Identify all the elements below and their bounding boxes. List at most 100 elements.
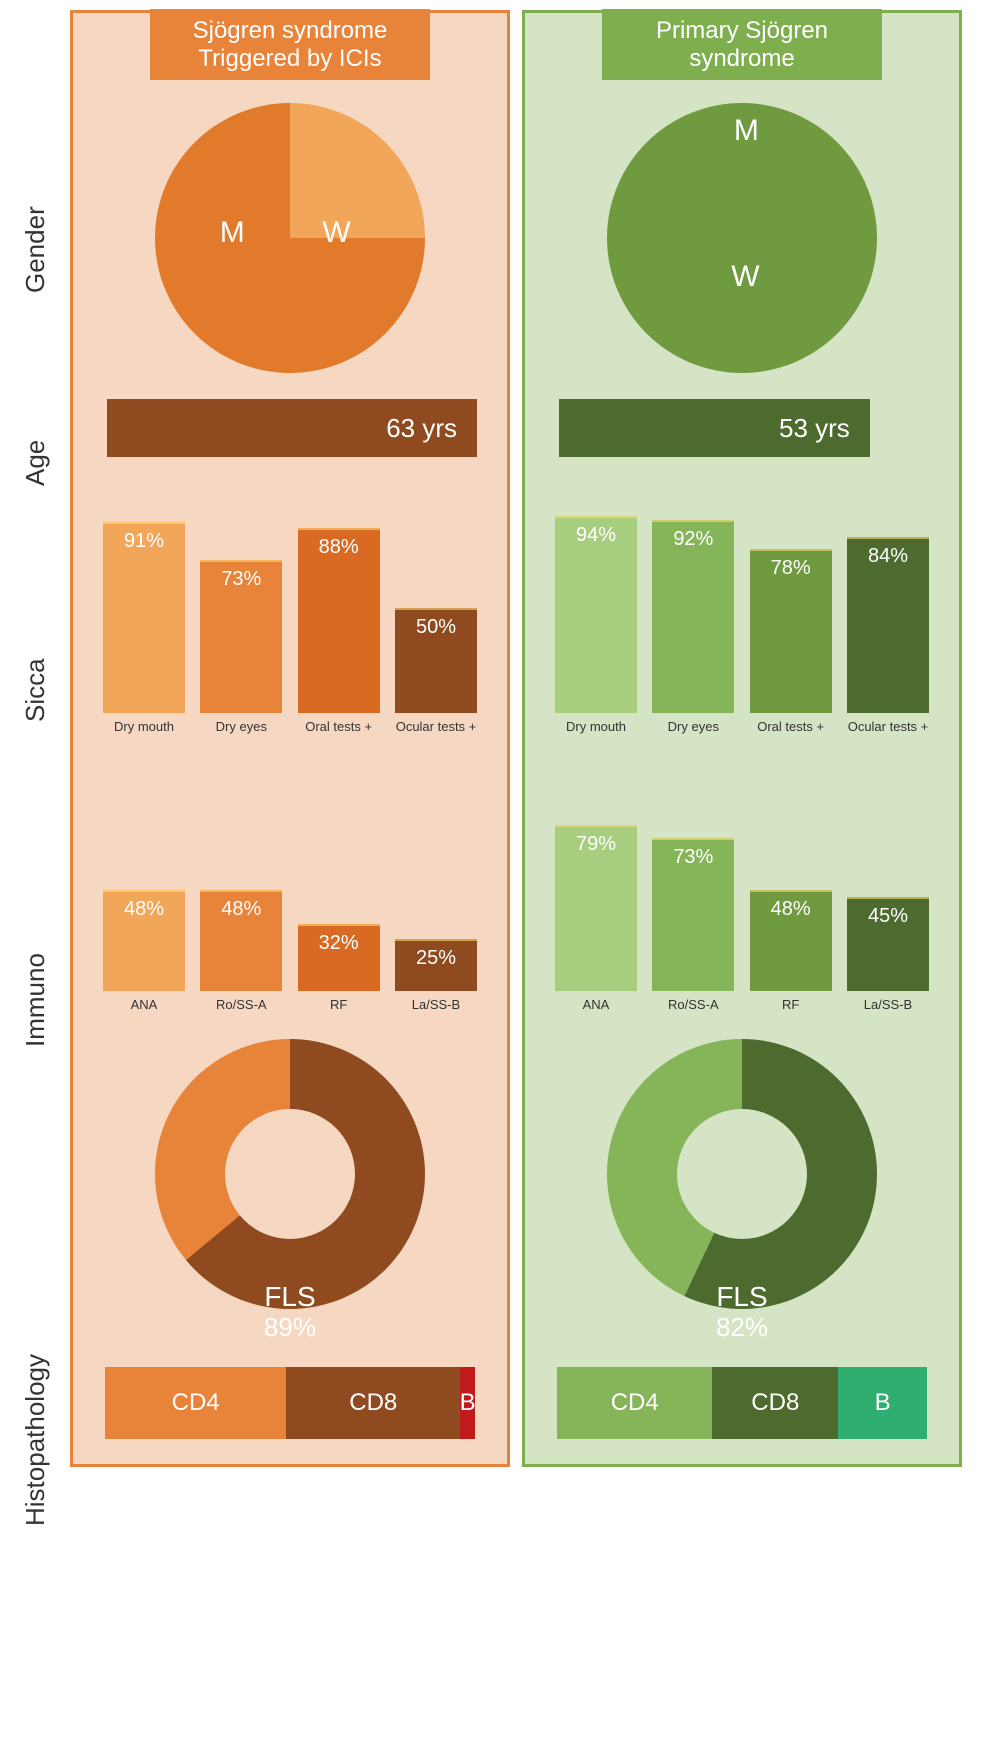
histo-stacked-bar-right: CD4CD8B [557,1367,927,1439]
donut-hole-left [225,1109,355,1239]
fls-donut-chart-right: FLS 82% [607,1039,877,1309]
immuno-bar-chart-right: 79%73%48%45% [547,761,937,991]
pie-slice-label: W [731,260,759,294]
bar-x-label: Ro/SS-A [650,997,736,1013]
bar: 48% [200,890,282,991]
bar: 45% [847,897,929,992]
bar-x-label: RF [296,997,382,1013]
bar: 48% [103,890,185,991]
immuno-xaxis-left: ANA Ro/SS-A RF La/SS-B [95,991,485,1013]
gender-pie-chart-right: MW [607,103,877,373]
bar-column: 92% [650,520,736,713]
bar-x-label: ANA [101,997,187,1013]
row-label-age: Age [20,428,51,498]
gender-pie-chart-left: MW [155,103,425,373]
bar: 78% [750,549,832,713]
bar-column: 48% [748,890,834,991]
age-section-left: 63 yrs [95,399,485,457]
gender-pie-left: MW [95,103,485,373]
fls-pct-right: 82% [607,1312,877,1343]
bar-column: 32% [296,924,382,991]
stack-segment: B [460,1367,475,1439]
bar-column: 73% [198,560,284,713]
fls-donut-chart-left: FLS 89% [155,1039,425,1309]
row-label-histopathology: Histopathology [20,1240,51,1640]
panel-title-left-line2: Triggered by ICIs [198,45,381,72]
bar-x-label: La/SS-B [393,997,479,1013]
bar-column: 48% [101,890,187,991]
bar-column: 25% [393,939,479,992]
row-label-sicca: Sicca [20,590,51,790]
bar-x-label: Ro/SS-A [198,997,284,1013]
panel-title-right-line1: Primary Sjögren [656,17,828,44]
age-value-left: 63 yrs [386,413,457,444]
bar-x-label: Dry eyes [198,719,284,735]
bar-x-label: Dry mouth [101,719,187,735]
bar: 79% [555,825,637,991]
bar: 84% [847,537,929,713]
bar: 94% [555,516,637,713]
stack-segment: CD8 [286,1367,460,1439]
fls-pct-left: 89% [155,1312,425,1343]
fls-donut-left: FLS 89% [95,1039,485,1309]
bar: 92% [652,520,734,713]
bar: 73% [200,560,282,713]
sicca-bars-left: 91%73%88%50% Dry mouth Dry eyes Oral tests… [95,483,485,735]
sicca-xaxis-left: Dry mouth Dry eyes Oral tests + Ocular test… [95,713,485,735]
pie-slice-label: M [220,216,245,250]
pie-slice-label: M [734,114,759,148]
immuno-xaxis-right: ANA Ro/SS-A RF La/SS-B [547,991,937,1013]
bar-column: 84% [845,537,931,713]
stack-segment: CD8 [712,1367,838,1439]
pie-slice-label: W [322,216,350,250]
stack-segment: CD4 [105,1367,286,1439]
sicca-xaxis-right: Dry mouthDry eyesOral tests +Ocular test… [547,713,937,735]
bar-x-label: ANA [553,997,639,1013]
panels-wrap: Sjögren syndrome Triggered by ICIs MW 63… [70,10,972,1467]
fls-donut-right: FLS 82% [547,1039,937,1309]
bar-column: 79% [553,825,639,991]
bar-column: 50% [393,608,479,713]
bar: 50% [395,608,477,713]
bar-column: 48% [198,890,284,991]
bar-column: 94% [553,516,639,713]
bar-x-label: Ocular tests + [393,719,479,735]
bar-x-label: Dry eyes [650,719,736,735]
bar-column: 88% [296,528,382,713]
comparison-figure: Gender Age Sicca Immuno Histopathology S… [0,0,982,1477]
bar-column: 91% [101,522,187,713]
histo-stacked-bar-left: CD4CD8B [105,1367,475,1439]
bar-x-label: Ocular tests + [845,719,931,735]
bar-column: 78% [748,549,834,713]
bar-x-label: Oral tests + [296,719,382,735]
gender-pie-right: MW [547,103,937,373]
bar-column: 45% [845,897,931,992]
panel-primary-sjogren: Primary Sjögren syndrome MW 53 yrs 94%92… [522,10,962,1467]
stack-segment: CD4 [557,1367,712,1439]
age-bar-right: 53 yrs [559,399,870,457]
immuno-bar-chart-left: 48%48%32%25% [95,761,485,991]
bar-x-label: RF [748,997,834,1013]
fls-label-right: FLS [607,1281,877,1313]
bar: 48% [750,890,832,991]
bar: 88% [298,528,380,713]
row-label-gender: Gender [20,140,51,360]
fls-label-left: FLS [155,1281,425,1313]
sicca-bar-chart-right: 94%92%78%84% [547,483,937,713]
sicca-bar-chart-left: 91%73%88%50% [95,483,485,713]
immuno-bars-right: 79%73%48%45% ANA Ro/SS-A RF La/SS-B [547,761,937,1013]
panel-ici-sjogren: Sjögren syndrome Triggered by ICIs MW 63… [70,10,510,1467]
age-section-right: 53 yrs [547,399,937,457]
bar: 73% [652,838,734,991]
bar-x-label: La/SS-B [845,997,931,1013]
panel-title-right-line2: syndrome [689,45,794,72]
stack-segment: B [838,1367,927,1439]
donut-hole-right [677,1109,807,1239]
panel-header-right: Primary Sjögren syndrome [602,9,882,80]
panel-title-left-line1: Sjögren syndrome [193,17,388,44]
bar-x-label: Oral tests + [748,719,834,735]
bar-column: 73% [650,838,736,991]
immuno-bars-left: 48%48%32%25% ANARo/SS-ARFLa/SS-B [95,761,485,1013]
row-label-immuno: Immuno [20,900,51,1100]
bar: 91% [103,522,185,713]
